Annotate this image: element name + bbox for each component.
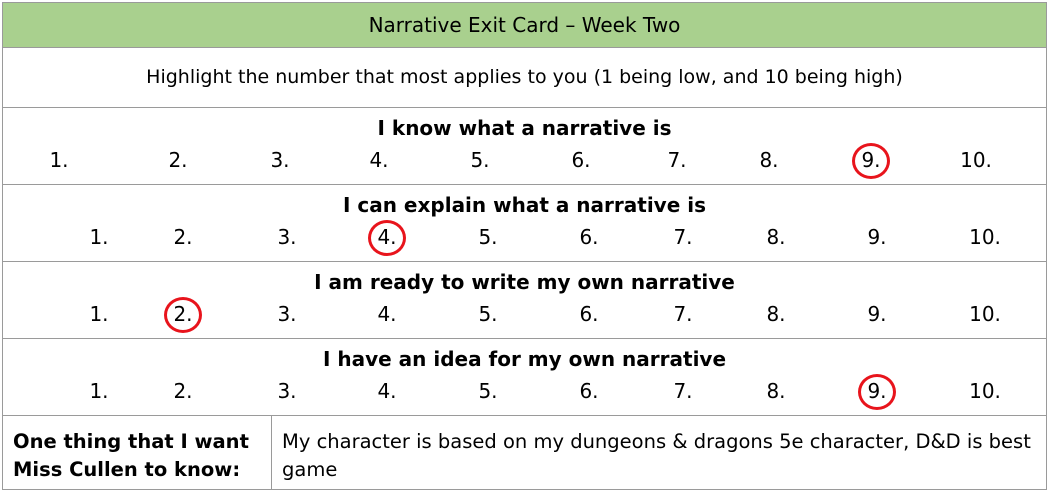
rating-option[interactable]: 3. [277,302,297,326]
rating-option[interactable]: 10. [969,225,1001,249]
question-row: I know what a narrative is 1. 2. 3. 4. 5. 6. 7… [3,108,1046,185]
rating-option[interactable]: 9. [867,225,887,249]
comment-prompt-line1: One thing that I want [13,430,249,453]
question-label: I am ready to write my own narrative [314,270,735,294]
question-label: I know what a narrative is [377,116,672,140]
rating-option[interactable]: 7. [673,225,693,249]
rating-option[interactable]: 8. [766,225,786,249]
comment-prompt-line2: Miss Cullen to know: [13,458,241,481]
rating-option[interactable]: 3. [277,225,297,249]
question-label: I can explain what a narrative is [342,193,707,217]
rating-option[interactable]: 3. [270,148,290,172]
rating-option[interactable]: 8. [759,148,779,172]
rating-option[interactable]: 4. [377,302,397,326]
rating-option[interactable]: 2. [168,148,188,172]
rating-option[interactable]: 7. [673,302,693,326]
rating-option[interactable]: 7. [673,379,693,403]
rating-option[interactable]: 6. [571,148,591,172]
selection-circle [368,220,406,256]
rating-option[interactable]: 2. [173,379,193,403]
rating-option[interactable]: 7. [667,148,687,172]
selection-circle [858,374,896,410]
rating-option[interactable]: 6. [579,379,599,403]
question-label: I have an idea for my own narrative [322,347,727,371]
rating-option[interactable]: 4. [369,148,389,172]
rating-option[interactable]: 5. [478,302,498,326]
rating-option[interactable]: 6. [579,302,599,326]
comment-prompt: One thing that I want Miss Cullen to kno… [3,416,272,489]
rating-option[interactable]: 2. [173,225,193,249]
rating-option[interactable]: 3. [277,379,297,403]
question-row: I can explain what a narrative is 1. 2. 3.… [3,185,1046,262]
rating-option[interactable]: 1. [89,379,109,403]
rating-option[interactable]: 5. [478,379,498,403]
selection-circle [852,143,890,179]
rating-option[interactable]: 4. [377,379,397,403]
card-title: Narrative Exit Card – Week Two [3,3,1046,48]
rating-option[interactable]: 10. [969,379,1001,403]
rating-option[interactable]: 10. [960,148,992,172]
instruction-text: Highlight the number that most applies t… [3,48,1046,108]
rating-option[interactable]: 10. [969,302,1001,326]
rating-option[interactable]: 1. [49,148,69,172]
comment-response[interactable]: My character is based on my dungeons & d… [282,430,1031,481]
rating-option[interactable]: 6. [579,225,599,249]
rating-option[interactable]: 5. [478,225,498,249]
selection-circle [164,297,202,333]
rating-option[interactable]: 1. [89,225,109,249]
rating-option[interactable]: 9. [867,302,887,326]
question-row: I am ready to write my own narrative 1. 2… [3,262,1046,339]
comment-row: One thing that I want Miss Cullen to kno… [3,416,1046,489]
question-row: I have an idea for my own narrative 1. 2.… [3,339,1046,416]
rating-option[interactable]: 1. [89,302,109,326]
rating-option[interactable]: 8. [766,379,786,403]
rating-option[interactable]: 8. [766,302,786,326]
rating-option[interactable]: 5. [470,148,490,172]
